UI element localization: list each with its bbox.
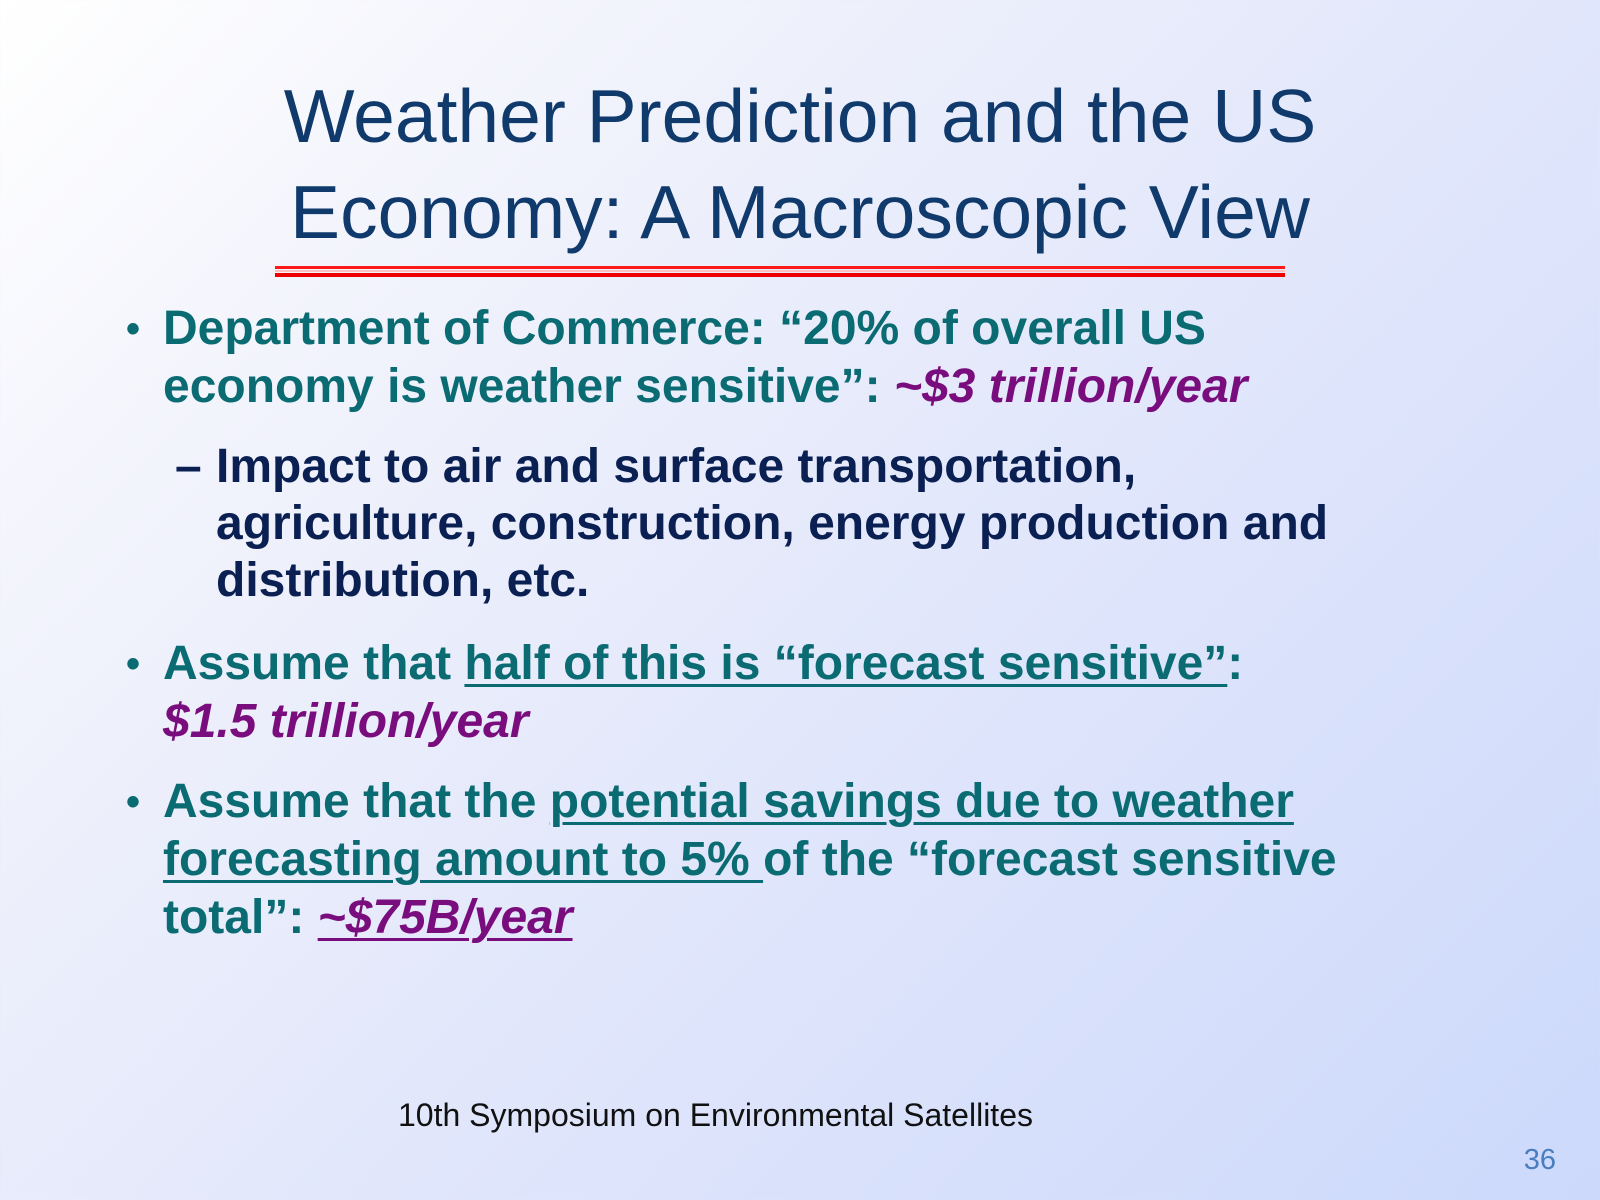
bullet-3-line-3: total”: ~$75B/year [163, 889, 1600, 947]
page-number: 36 [1523, 1144, 1556, 1176]
bullet-1-line-1: Department of Commerce: “20% of overall … [163, 302, 1206, 355]
slide-title-line-1: Weather Prediction and the US [283, 74, 1317, 158]
bullet-2-line-1: Assume that half of this is “forecast se… [163, 635, 1600, 693]
bullet-marker: • [126, 642, 141, 686]
bullet-1-line-2: economy is weather sensitive”: ~$3 trill… [163, 358, 1600, 416]
bullet-3-line-2: forecasting amount to 5% of the “forecas… [163, 831, 1600, 889]
bullet-3-underlined-2: forecasting amount to 5% [163, 833, 764, 886]
bullet-2-highlight: $1.5 trillion/year [163, 695, 529, 748]
sub-bullet-text: Impact to air and surface transportation… [216, 438, 1496, 609]
bullet-text: Assume that half of this is “forecast se… [163, 635, 1600, 751]
bullet-text: Assume that the potential savings due to… [163, 773, 1600, 947]
bullet-3-line-1: Assume that the potential savings due to… [163, 773, 1600, 831]
bullet-3-highlight: ~$75B/year [317, 891, 573, 944]
dash-marker: – [175, 440, 202, 493]
bullet-2-suffix: : [1227, 637, 1244, 690]
sub-bullet-line-1: Impact to air and surface transportation… [216, 440, 1137, 493]
slide-footer: 10th Symposium on Environmental Satellit… [398, 1097, 1033, 1133]
bullet-3-underlined-1: potential savings due to weather [549, 775, 1294, 828]
sub-bullet-line-2: agriculture, construction, energy produc… [216, 497, 1329, 550]
bullet-2-underlined: half of this is “forecast sensitive” [464, 637, 1228, 690]
bullet-text: Department of Commerce: “20% of overall … [163, 300, 1600, 416]
slide-title-line-2: Economy: A Macroscopic View [290, 170, 1310, 254]
slide-title: Weather Prediction and the US Economy: A… [150, 68, 1450, 260]
bullet-3-line-2-suffix: of the “forecast sensitive [763, 833, 1337, 886]
bullet-1-line-2-text: economy is weather sensitive”: [163, 360, 894, 413]
bullet-3-prefix: Assume that the [163, 775, 550, 828]
bullet-marker: • [126, 780, 141, 824]
sub-bullet-line-3: distribution, etc. [216, 554, 590, 607]
bullet-3-line-3-prefix: total”: [163, 891, 318, 944]
bullet-2-prefix: Assume that [163, 637, 465, 690]
title-underline-rule [275, 266, 1285, 277]
bullet-1-highlight: ~$3 trillion/year [893, 360, 1248, 413]
bullet-marker: • [126, 307, 141, 351]
